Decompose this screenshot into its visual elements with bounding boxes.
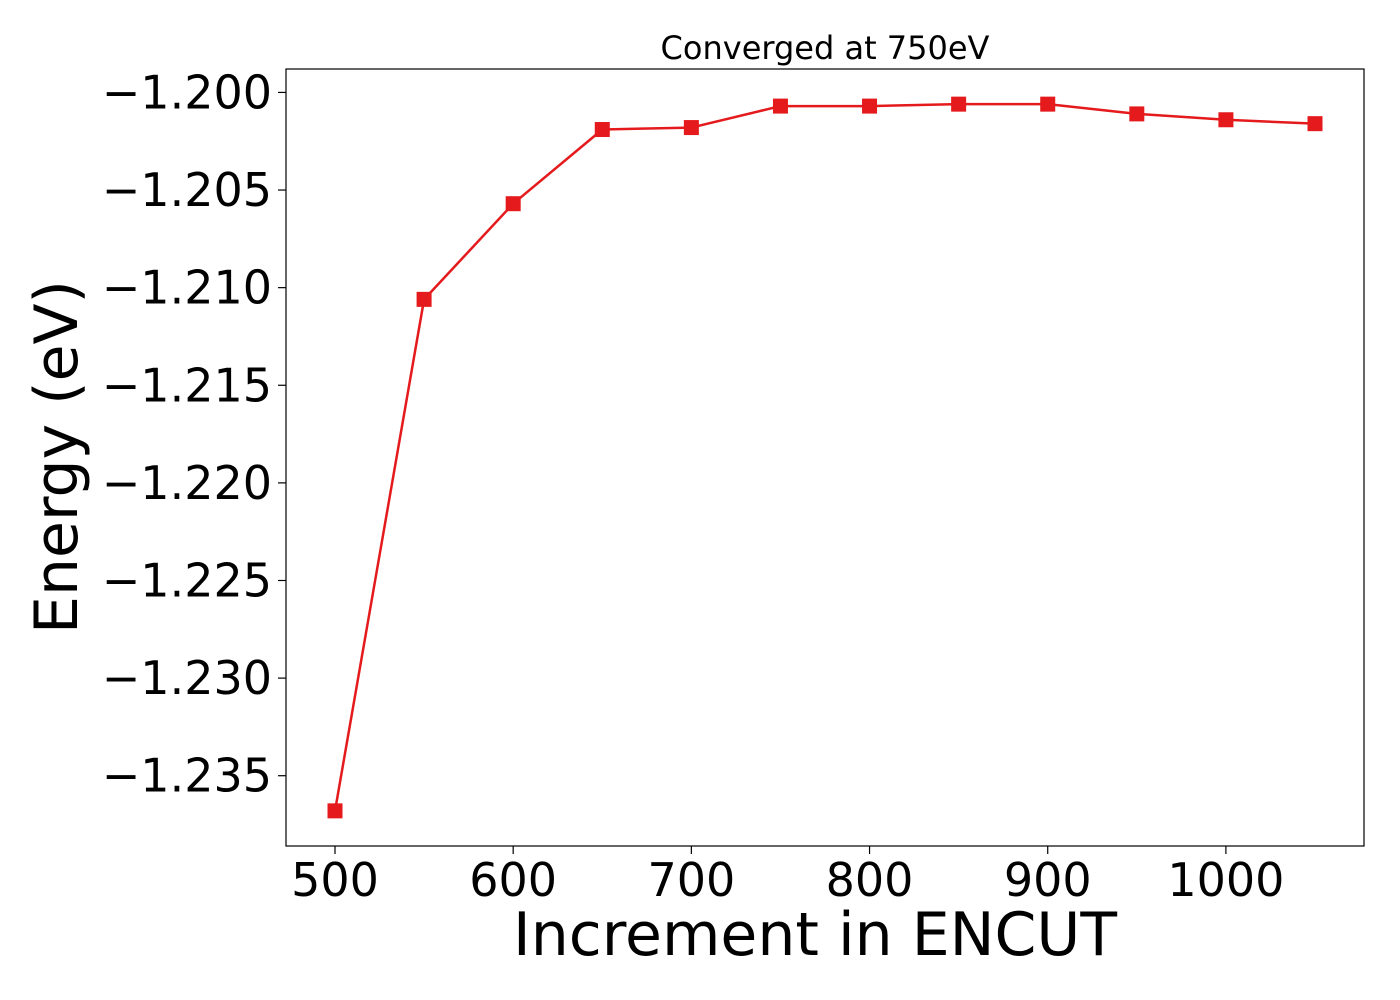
data-point-marker [683, 120, 699, 136]
data-point-marker [1218, 112, 1234, 128]
data-point-marker [951, 96, 967, 112]
x-tick-label: 900 [1004, 853, 1092, 907]
y-tick-label: −1.225 [102, 553, 272, 607]
x-tick-label: 1000 [1167, 853, 1284, 907]
series-markers [327, 96, 1323, 819]
x-tick-label: 700 [647, 853, 735, 907]
plot-area-frame [285, 68, 1365, 847]
data-point-marker [862, 98, 878, 114]
data-point-marker [1129, 106, 1145, 122]
x-axis-ticks: 500 600 700 800 900 1000 [291, 846, 1284, 907]
y-tick-label: −1.210 [102, 261, 272, 315]
x-tick-label: 600 [469, 853, 557, 907]
data-point-marker [1040, 96, 1056, 112]
chart-title: Converged at 750eV [661, 29, 990, 67]
y-axis-ticks: −1.200 −1.205 −1.210 −1.215 −1.220 −1.225 −1.2… [102, 65, 286, 803]
x-tick-label: 500 [291, 853, 379, 907]
y-tick-label: −1.215 [102, 358, 272, 412]
y-tick-label: −1.235 [102, 749, 272, 803]
y-axis-label: Energy (eV) [22, 280, 92, 634]
x-axis-label: Increment in ENCUT [513, 900, 1117, 970]
y-tick-label: −1.200 [102, 65, 272, 119]
data-point-marker [327, 803, 343, 819]
x-tick-label: 800 [826, 853, 914, 907]
data-point-marker [772, 98, 788, 114]
y-tick-label: −1.205 [102, 163, 272, 217]
data-point-marker [594, 122, 610, 138]
data-point-marker [505, 196, 521, 212]
data-point-marker [416, 291, 432, 307]
data-point-marker [1307, 116, 1323, 132]
series-line [333, 102, 1316, 812]
y-tick-label: −1.230 [102, 651, 272, 705]
y-tick-label: −1.220 [102, 456, 272, 510]
